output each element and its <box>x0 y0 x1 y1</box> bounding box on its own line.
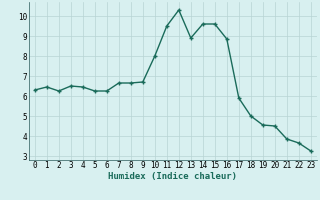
X-axis label: Humidex (Indice chaleur): Humidex (Indice chaleur) <box>108 172 237 181</box>
